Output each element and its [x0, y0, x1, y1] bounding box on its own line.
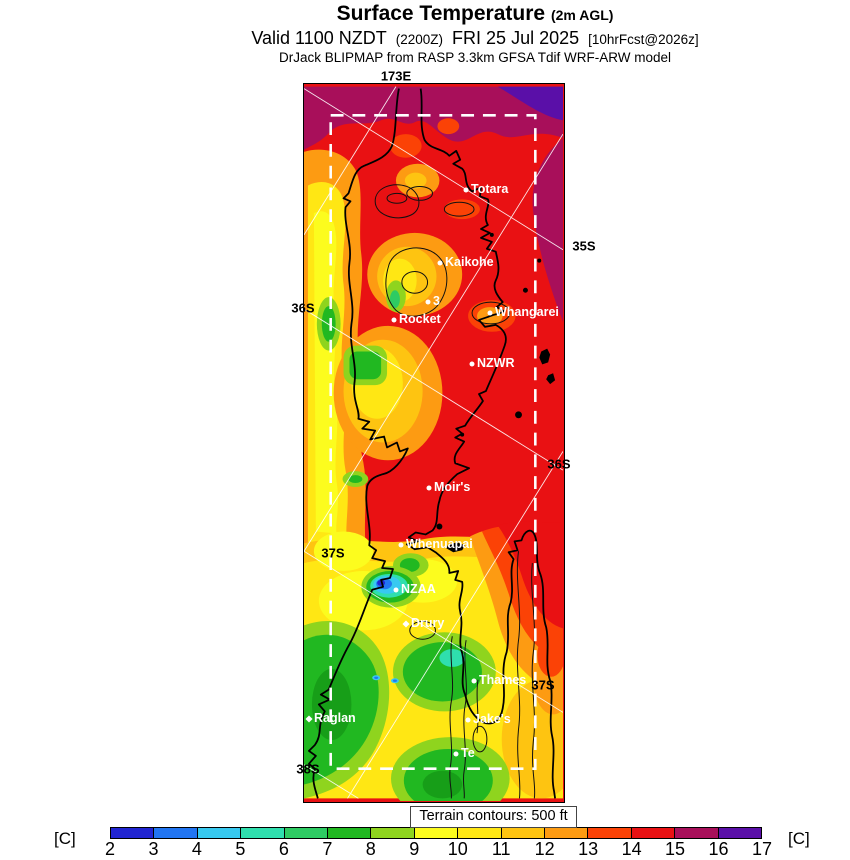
- colorbar-tick: 3: [148, 839, 159, 859]
- place-name: Whangarei: [495, 305, 559, 319]
- place-name: NZWR: [477, 356, 515, 370]
- colorbar-tick-labels: 2 3 4 5 6 7 8 9 10 11 12 13 14 15 16 17: [105, 839, 772, 859]
- place-name: Thames: [479, 673, 527, 687]
- place-marker-dot-icon: [469, 361, 475, 367]
- place-name: Totara: [471, 182, 509, 196]
- colorbar-segment: [154, 828, 198, 838]
- model-line: DrJack BLIPMAP from RASP 3.3km GFSA Tdif…: [278, 49, 672, 65]
- map-frame: [303, 83, 565, 803]
- colorbar-segment: [718, 828, 762, 838]
- plot-title-note: (2m AGL): [550, 7, 614, 23]
- colorbar-segment: [414, 828, 459, 838]
- colorbar-tick: 17: [751, 839, 773, 859]
- temperature-map-svg: [304, 86, 563, 801]
- colorbar-tick: 6: [278, 839, 289, 859]
- colorbar-tick: 9: [409, 839, 420, 859]
- place-marker-dot-icon: [426, 485, 432, 491]
- place-marker-dot-icon: [463, 187, 469, 193]
- plot-title: Surface Temperature: [336, 2, 546, 25]
- place-name: NZAA: [401, 582, 436, 596]
- terrain-contours-note: Terrain contours: 500 ft: [410, 806, 577, 828]
- place-name: Whenuapai: [406, 537, 473, 551]
- place-name: Kaikohe: [445, 255, 494, 269]
- figure-header: Surface Temperature (2m AGL) Valid 1100 …: [100, 2, 850, 65]
- colorbar-segment: [501, 828, 546, 838]
- colorbar-segment: [545, 828, 589, 838]
- colorbar-segment: [458, 828, 502, 838]
- colorbar-tick: 7: [322, 839, 333, 859]
- colorbar-segment: [241, 828, 285, 838]
- colorbar-segment: [284, 828, 329, 838]
- coastline-path: [308, 88, 556, 799]
- graticule-lines: [304, 86, 563, 799]
- forecast-note: [10hrFcst@2026z]: [588, 32, 699, 48]
- latlon-label: 36S: [547, 456, 571, 472]
- place-marker-dot-icon: [425, 299, 431, 305]
- place-marker-dot-icon: [393, 587, 399, 593]
- colorbar-unit-right: [C]: [788, 829, 810, 848]
- domain-boundary-dashed-box: [329, 114, 537, 771]
- colorbar-tick: 13: [578, 839, 599, 859]
- colorbar-tick: 16: [708, 839, 729, 859]
- title-line: Surface Temperature (2m AGL): [100, 2, 850, 26]
- latlon-label: 38S: [296, 761, 320, 777]
- colorbar-cells: [110, 827, 762, 839]
- colorbar-segment: [111, 828, 155, 838]
- valid-time: Valid 1100 NZDT: [251, 28, 387, 49]
- colorbar-tick: 5: [235, 839, 246, 859]
- valid-line: Valid 1100 NZDT (2200Z) FRI 25 Jul 2025 …: [100, 28, 850, 49]
- place-name: Jake's: [473, 712, 511, 726]
- latlon-label: 37S: [321, 545, 345, 561]
- valid-date: FRI 25 Jul 2025: [452, 28, 580, 49]
- valid-zulu: (2200Z): [395, 32, 444, 48]
- colorbar-tick: 15: [665, 839, 686, 859]
- place-name: Te: [461, 746, 475, 760]
- colorbar-tick: 4: [191, 839, 202, 859]
- colorbar-segment: [371, 828, 415, 838]
- colorbar-segment: [328, 828, 372, 838]
- colorbar-tick: 10: [447, 839, 468, 859]
- colorbar-tick: 8: [365, 839, 376, 859]
- latlon-label: 35S: [572, 238, 596, 254]
- colorbar-segment: [675, 828, 719, 838]
- latlon-label: 37S: [531, 677, 555, 693]
- place-name: 3: [433, 294, 440, 308]
- colorbar-segment: [588, 828, 632, 838]
- latlon-label: 36S: [291, 300, 315, 316]
- colorbar-tick: 14: [621, 839, 642, 859]
- place-marker-dot-icon: [453, 751, 459, 757]
- islands: [436, 232, 556, 553]
- terrain-note-text: Terrain contours: 500 ft: [419, 808, 568, 824]
- place-marker-dot-icon: [398, 542, 404, 548]
- colorbar-tick: 2: [104, 839, 116, 859]
- terrain-contour-lines: [374, 184, 536, 799]
- place-marker-dot-icon: [437, 260, 443, 266]
- colorbar-segment: [197, 828, 242, 838]
- temperature-field: [304, 86, 563, 801]
- colorbar-tick: 12: [534, 839, 555, 859]
- colorbar-unit-left: [C]: [54, 829, 76, 848]
- colorbar-segment: [631, 828, 676, 838]
- place-marker-dot-icon: [391, 317, 397, 323]
- place-name: Moir's: [434, 480, 471, 494]
- colorbar-tick: 11: [491, 839, 511, 859]
- place-name: Raglan: [314, 711, 356, 725]
- place-marker-dot-icon: [487, 310, 493, 316]
- place-marker-dot-icon: [471, 678, 477, 684]
- place-name: Rocket: [399, 312, 441, 326]
- place-name: Drury: [411, 616, 445, 630]
- latlon-label: 173E: [380, 68, 412, 84]
- place-marker-dot-icon: [465, 717, 471, 723]
